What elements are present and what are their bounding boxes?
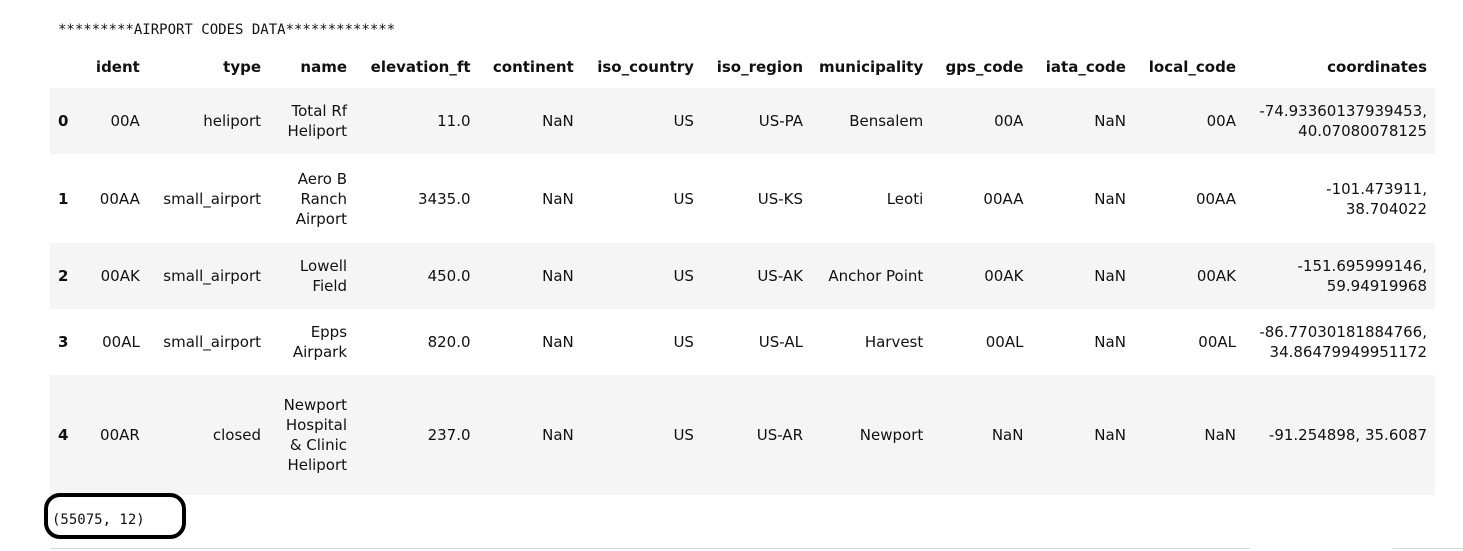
- cell-ident: 00AL: [84, 309, 148, 375]
- cell-type: closed: [147, 375, 270, 495]
- cell-municipality: Harvest: [811, 309, 932, 375]
- cell-name: Newport Hospital & Clinic Heliport: [269, 375, 356, 495]
- cell-iata-code: NaN: [1031, 309, 1134, 375]
- column-header-iata-code: iata_code: [1045, 58, 1126, 76]
- cell-coordinates: -74.93360137939453, 40.07080078125: [1244, 88, 1435, 154]
- cell-municipality: Newport: [811, 375, 932, 495]
- cell-iso-region: US-AK: [701, 243, 811, 309]
- cell-iso-country: US: [581, 243, 702, 309]
- cell-iso-region: US-AR: [701, 375, 811, 495]
- cell-local-code: NaN: [1133, 375, 1244, 495]
- column-header-elevation-ft: elevation_ft: [370, 58, 471, 76]
- cell-municipality: Leoti: [811, 154, 932, 243]
- cell-local-code: 00A: [1133, 88, 1244, 154]
- table-row: 2 00AK small_airport Lowell Field 450.0 …: [50, 243, 1435, 309]
- cell-gps-code: NaN: [931, 375, 1032, 495]
- dataframe-table: ident type name elevation_ft continent i…: [50, 46, 1435, 495]
- row-index: 0: [50, 88, 84, 154]
- column-header-iso-region: iso_region: [716, 58, 803, 76]
- cell-iso-country: US: [581, 309, 702, 375]
- row-index: 3: [50, 309, 84, 375]
- cell-gps-code: 00A: [931, 88, 1032, 154]
- cell-elevation-ft: 3435.0: [355, 154, 479, 243]
- cell-divider: [1393, 548, 1463, 549]
- cell-municipality: Anchor Point: [811, 243, 932, 309]
- cell-local-code: 00AL: [1133, 309, 1244, 375]
- cell-iata-code: NaN: [1031, 243, 1134, 309]
- row-index: 1: [50, 154, 84, 243]
- cell-elevation-ft: 11.0: [355, 88, 479, 154]
- column-header-name: name: [300, 58, 348, 76]
- index-header: [50, 46, 84, 88]
- column-header-local-code: local_code: [1148, 58, 1236, 76]
- cell-iso-country: US: [581, 375, 702, 495]
- cell-coordinates: -91.254898, 35.6087: [1244, 375, 1435, 495]
- table-row: 1 00AA small_airport Aero B Ranch Airpor…: [50, 154, 1435, 243]
- highlight-box: [44, 493, 186, 539]
- cell-name: Total Rf Heliport: [269, 88, 356, 154]
- cell-local-code: 00AK: [1133, 243, 1244, 309]
- cell-coordinates: -101.473911, 38.704022: [1244, 154, 1435, 243]
- table-row: 0 00A heliport Total Rf Heliport 11.0 Na…: [50, 88, 1435, 154]
- cell-type: heliport: [147, 88, 270, 154]
- cell-iso-region: US-PA: [701, 88, 811, 154]
- cell-continent: NaN: [478, 154, 582, 243]
- cell-elevation-ft: 450.0: [355, 243, 479, 309]
- table-body: 0 00A heliport Total Rf Heliport 11.0 Na…: [50, 88, 1435, 495]
- column-header-municipality: municipality: [819, 58, 924, 76]
- cell-continent: NaN: [478, 375, 582, 495]
- header-row: ident type name elevation_ft continent i…: [50, 46, 1435, 88]
- table-row: 3 00AL small_airport Epps Airpark 820.0 …: [50, 309, 1435, 375]
- cell-divider: [50, 548, 1250, 549]
- cell-ident: 00AR: [84, 375, 148, 495]
- column-header-ident: ident: [95, 58, 140, 76]
- cell-type: small_airport: [147, 154, 270, 243]
- cell-iso-country: US: [581, 88, 702, 154]
- column-header-coordinates: coordinates: [1327, 58, 1427, 76]
- row-index: 2: [50, 243, 84, 309]
- cell-coordinates: -151.695999146, 59.94919968: [1244, 243, 1435, 309]
- cell-elevation-ft: 820.0: [355, 309, 479, 375]
- column-header-type: type: [223, 58, 262, 76]
- cell-iata-code: NaN: [1031, 88, 1134, 154]
- cell-coordinates: -86.77030181884766, 34.86479949951172: [1244, 309, 1435, 375]
- cell-municipality: Bensalem: [811, 88, 932, 154]
- cell-name: Aero B Ranch Airport: [269, 154, 356, 243]
- cell-type: small_airport: [147, 243, 270, 309]
- cell-ident: 00AK: [84, 243, 148, 309]
- cell-elevation-ft: 237.0: [355, 375, 479, 495]
- cell-gps-code: 00AL: [931, 309, 1032, 375]
- dataframe-shape-output: (55075, 12): [52, 512, 145, 528]
- cell-iso-region: US-AL: [701, 309, 811, 375]
- row-index: 4: [50, 375, 84, 495]
- table-header: ident type name elevation_ft continent i…: [50, 46, 1435, 88]
- cell-iata-code: NaN: [1031, 375, 1134, 495]
- cell-local-code: 00AA: [1133, 154, 1244, 243]
- cell-name: Lowell Field: [269, 243, 356, 309]
- column-header-gps-code: gps_code: [945, 58, 1024, 76]
- cell-continent: NaN: [478, 243, 582, 309]
- cell-ident: 00A: [84, 88, 148, 154]
- cell-iata-code: NaN: [1031, 154, 1134, 243]
- column-header-continent: continent: [492, 58, 574, 76]
- cell-iso-country: US: [581, 154, 702, 243]
- cell-type: small_airport: [147, 309, 270, 375]
- cell-gps-code: 00AK: [931, 243, 1032, 309]
- cell-ident: 00AA: [84, 154, 148, 243]
- column-header-iso-country: iso_country: [597, 58, 694, 76]
- cell-continent: NaN: [478, 309, 582, 375]
- cell-iso-region: US-KS: [701, 154, 811, 243]
- cell-name: Epps Airpark: [269, 309, 356, 375]
- output-banner: *********AIRPORT CODES DATA*************: [58, 22, 396, 38]
- cell-gps-code: 00AA: [931, 154, 1032, 243]
- table-row: 4 00AR closed Newport Hospital & Clinic …: [50, 375, 1435, 495]
- cell-continent: NaN: [478, 88, 582, 154]
